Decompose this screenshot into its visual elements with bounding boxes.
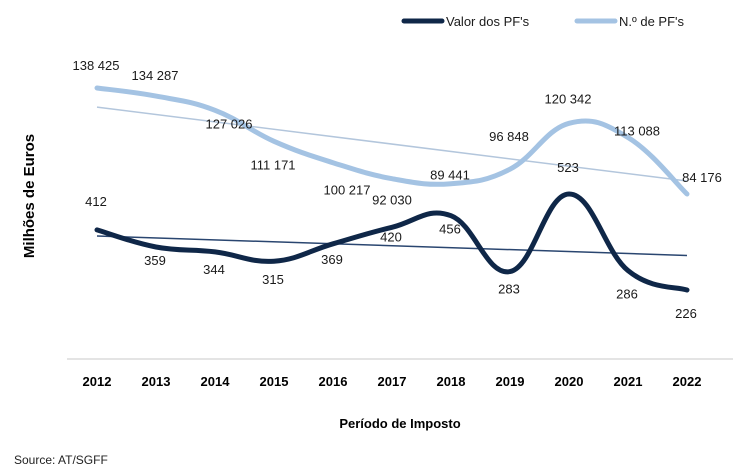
legend: Valor dos PF's N.º de PF's <box>401 14 685 29</box>
data-label-series-0: 420 <box>380 229 402 244</box>
x-tick-label: 2018 <box>437 374 466 389</box>
data-label-series-1: 113 088 <box>614 124 660 139</box>
x-tick-labels: 2012 2013 2014 2015 2016 2017 2018 2019 2020 2021… <box>83 374 702 389</box>
x-tick-label: 2013 <box>142 374 171 389</box>
data-label-series-1: 134 287 <box>132 68 179 83</box>
data-label-series-1: 96 848 <box>489 129 529 144</box>
x-tick-label: 2014 <box>201 374 231 389</box>
series-lines <box>94 85 690 293</box>
x-tick-label: 2012 <box>83 374 112 389</box>
data-label-series-0: 226 <box>675 306 697 321</box>
data-label-series-1: 92 030 <box>372 193 412 208</box>
source-note: Source: AT/SGFF <box>14 453 108 467</box>
x-tick-label: 2021 <box>614 374 643 389</box>
data-label-series-0: 412 <box>85 194 107 209</box>
x-tick-label: 2015 <box>260 374 289 389</box>
data-label-series-1: 100 217 <box>324 183 371 198</box>
data-label-series-1: 111 171 <box>250 157 295 172</box>
x-tick-label: 2019 <box>496 374 525 389</box>
y-axis-label: Milhões de Euros <box>21 134 38 258</box>
x-tick-label: 2017 <box>378 374 407 389</box>
data-labels: 412 359 344 315 369 420 456 283 523 286 226 138 425… <box>73 58 722 321</box>
trendline-series-1 <box>96 106 688 182</box>
series-line-0 <box>94 191 690 293</box>
data-label-series-1: 84 176 <box>682 170 722 185</box>
x-axis-label: Período de Imposto <box>339 416 460 431</box>
x-tick-label: 2016 <box>319 374 348 389</box>
data-label-series-1: 89 441 <box>430 168 470 183</box>
data-label-series-0: 286 <box>616 287 638 302</box>
data-label-series-0: 456 <box>439 222 461 237</box>
data-label-series-0: 369 <box>321 252 343 267</box>
x-tick-label: 2022 <box>673 374 702 389</box>
x-tick-label: 2020 <box>555 374 584 389</box>
data-label-series-0: 315 <box>262 272 284 287</box>
data-label-series-1: 127 026 <box>206 116 253 131</box>
trendline-series-0 <box>96 235 688 257</box>
data-label-series-1: 120 342 <box>545 91 592 106</box>
trendlines <box>96 106 688 257</box>
data-label-series-0: 344 <box>203 262 225 277</box>
data-label-series-0: 359 <box>144 253 166 268</box>
legend-label-valor: Valor dos PF's <box>446 14 530 29</box>
series-line-1 <box>94 85 690 197</box>
data-label-series-1: 138 425 <box>73 58 120 73</box>
legend-label-numero: N.º de PF's <box>619 14 685 29</box>
data-label-series-0: 523 <box>557 160 579 175</box>
data-label-series-0: 283 <box>498 282 520 297</box>
